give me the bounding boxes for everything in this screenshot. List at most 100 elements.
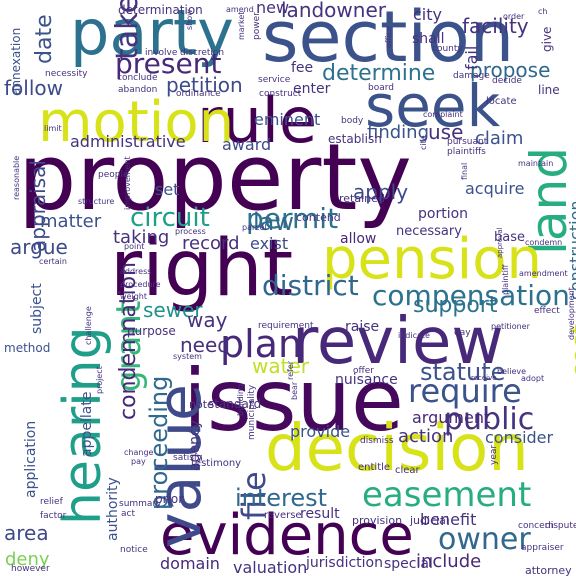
word-taking: taking [113,227,170,248]
word-county: county [432,44,463,54]
word-parcel: parcel [242,223,267,232]
word-claim: claim [475,128,524,149]
word-pension: pension [322,227,542,292]
word-sewer: sewer [143,298,203,322]
word-summary: summary [119,499,162,509]
word-year: year [489,444,499,465]
word-consider: consider [485,428,554,447]
word-set: set [155,180,180,199]
word-date: date [32,14,57,64]
word-rule: rule [197,84,318,157]
word-decide: decide [492,76,522,86]
word-building: building [236,383,245,416]
word-provision: provision [352,514,403,527]
word-eminent: eminent [254,110,321,129]
word-complaint: complaint [423,110,463,119]
word-however: however [11,564,50,574]
word-involve: involve [145,48,178,58]
word-ordinance: ordinance [176,89,221,99]
word-dispute: dispute [545,521,576,531]
word-amend: amend [226,5,254,14]
word-appraiser: appraiser [521,543,564,553]
word-day: day [454,328,471,338]
word-requirement: requirement [258,321,314,331]
word-evidence: evidence [160,503,414,568]
word-compensation: compensation [372,279,570,312]
word-final: final [460,162,469,180]
word-process: process [175,227,206,236]
word-municipality: municipality [247,384,257,440]
word-argue: argue [10,235,68,259]
word-pay: pay [131,457,146,466]
word-argument: argument [412,408,491,427]
word-record: record [182,233,240,254]
word-address: address [120,267,152,276]
word-exist: exist [250,234,289,253]
word-statute: statute [420,358,506,386]
word-appraisal: appraisal [26,160,50,252]
word-system: system [173,352,202,361]
word-annexation: annexation [9,27,23,95]
word-valuation: valuation [233,558,308,576]
word-determine: determine [322,61,436,86]
word-provide: provide [290,422,351,441]
word-nuisance: nuisance [335,372,398,388]
word-offer: offer [353,366,374,376]
word-condemn: condemn [525,238,563,247]
word-maintain: maintain [518,159,554,168]
word-refer: refer [286,360,295,380]
word-damage: damage [453,71,490,81]
word-purpose: purpose [127,324,176,338]
word-prior: prior [155,492,184,506]
word-domain: domain [160,554,220,573]
word-enter: enter [293,81,331,97]
word-way: way [187,308,228,332]
word-public: public [444,402,535,437]
word-fail: fail [462,45,481,70]
word-city: city [413,5,442,24]
word-benefit: benefit [420,510,477,529]
word-property: property [18,124,412,231]
word-circuit: circuit [130,203,210,233]
word-permit: permit [246,202,339,235]
word-special: special [384,556,433,572]
word-new: new [256,0,290,17]
word-testimony: testimony [191,458,242,469]
word-raise: raise [345,319,380,335]
word-party: party [70,0,234,69]
word-relief: relief [40,497,63,507]
word-administrative: administrative [70,132,186,151]
word-proceeding: proceeding [145,375,173,510]
word-owner: owner [438,522,531,557]
word-result: result [300,506,340,522]
word-require: require [408,372,522,410]
word-believe: believe [497,367,527,376]
word-fee: fee [291,60,314,76]
word-weight: weight [120,292,147,301]
word-receive: receive [471,374,497,382]
word-construct: construct [259,89,302,99]
word-motion: motion [38,90,235,155]
word-deny: deny [5,549,50,570]
word-satisfy: satisfy [173,453,203,463]
word-use: use [428,120,464,144]
word-reverse: reverse [264,510,302,521]
word-cite: cite [419,135,428,150]
word-service: service [258,75,291,85]
word-area: area [4,521,49,545]
word-method: method [4,341,51,355]
word-petitioner: petitioner [491,322,530,331]
word-bear: bear [290,381,299,400]
word-amendment: amendment [519,269,568,278]
word-effect: effect [534,306,560,316]
word-construction: construction [566,200,576,301]
word-easement: easement [362,475,532,515]
word-limit: limit [44,124,62,133]
word-section: section [262,0,515,78]
word-clear: clear [395,465,420,476]
word-attorney: attorney [525,564,572,576]
word-factor: factor [40,511,67,521]
word-show: show [185,9,194,30]
word-necessity: necessity [45,69,88,79]
